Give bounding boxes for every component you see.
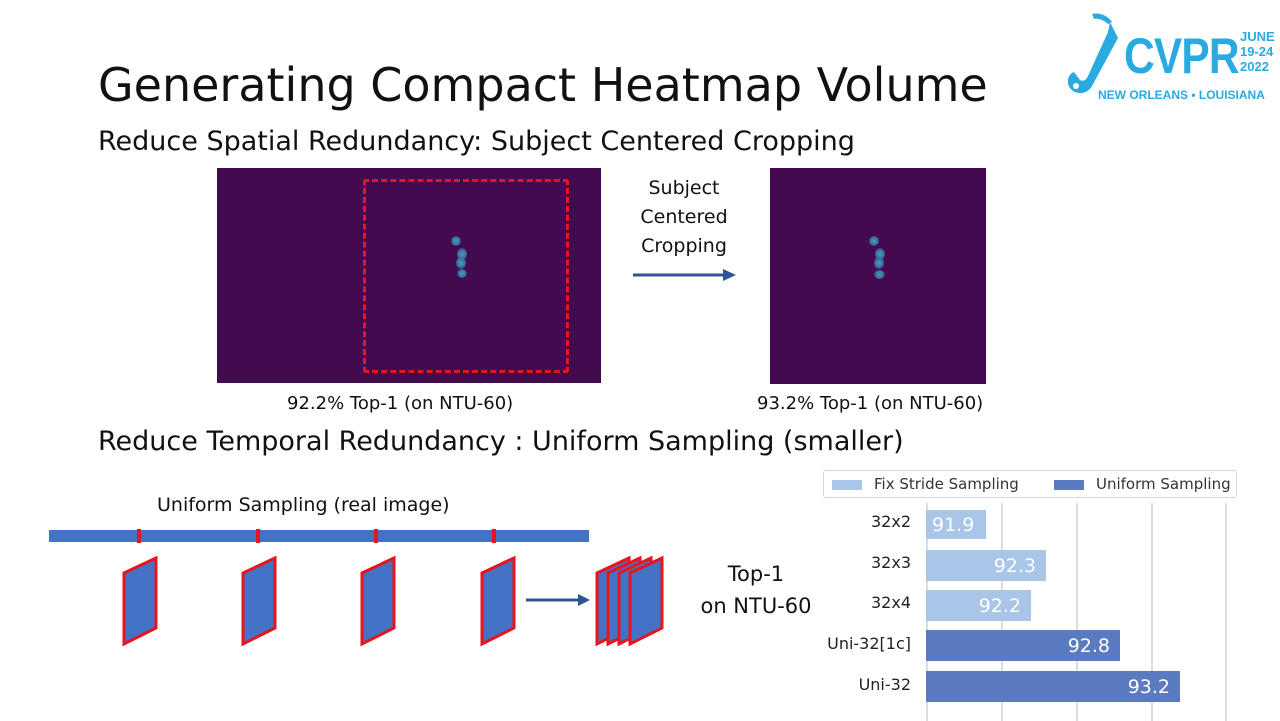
sampling-bar-chart: Fix Stride Sampling Uniform Sampling 32x… [815,465,1255,721]
joint-blob [456,257,466,269]
caption-cropped-accuracy: 93.2% Top-1 (on NTU-60) [757,393,984,414]
bar-32x4: 92.2 [926,590,1031,621]
bar-uni-32-1c: 92.8 [926,630,1120,661]
joint-blob [874,270,885,279]
y-tick-label: 32x4 [870,593,911,612]
cvpr-logo: CVPR JUNE 19-24 2022 NEW ORLEANS • LOUIS… [1062,8,1275,108]
sampled-frame [480,555,516,647]
joint-blob [875,248,885,260]
uniform-sampling-label: Uniform Sampling (real image) [157,494,450,516]
bar-value: 92.8 [1067,634,1110,657]
gridline [1076,503,1078,721]
caption-original-accuracy: 92.2% Top-1 (on NTU-60) [287,393,514,414]
crop-box [363,179,569,373]
y-tick-label: Uni-32[1c] [827,634,911,653]
y-tick-label: 32x2 [870,512,911,531]
bar-32x2: 91.9 [926,510,986,539]
logo-date-days: 19-24 [1240,44,1274,59]
bar-32x3: 92.3 [926,550,1046,581]
slide-title: Generating Compact Heatmap Volume [98,58,988,112]
gridline [1151,503,1153,721]
chart-side-label-line2: on NTU-60 [700,594,812,618]
y-tick-label: Uni-32 [858,675,911,694]
sample-tick [256,529,260,543]
sampled-frame [122,555,158,647]
chart-side-label-line1: Top-1 [727,562,785,586]
sample-tick [137,529,141,543]
joint-blob [457,248,467,260]
crop-arrow-label-line3: Cropping [641,235,727,257]
heatmap-original [217,168,601,383]
crop-arrow-label: Subject Centered Cropping [626,174,742,261]
legend-swatch-uniform [1054,480,1084,490]
spatial-heading: Reduce Spatial Redundancy: Subject Cente… [98,126,855,157]
bar-value: 92.2 [978,594,1021,617]
logo-date-year: 2022 [1240,59,1269,74]
logo-date-month: JUNE [1240,29,1275,44]
temporal-heading: Reduce Temporal Redundancy : Uniform Sam… [98,426,904,457]
stacked-frame [628,555,664,647]
chart-legend: Fix Stride Sampling Uniform Sampling [823,470,1237,498]
saxophone-icon [1067,13,1118,94]
crop-arrow-label-line1: Subject [648,177,720,199]
crop-arrow-label-line2: Centered [640,206,728,228]
joint-blob [451,236,461,246]
timeline-bar [49,530,589,542]
joint-blob [457,269,467,278]
joint-blob [869,236,879,246]
heatmap-cropped [770,168,986,384]
sampled-frame [241,555,277,647]
chart-side-label: Top-1 on NTU-60 [686,558,826,622]
bar-uni-32: 93.2 [926,671,1180,702]
bar-value: 92.3 [993,554,1036,577]
uniform-sampling-diagram [49,529,664,647]
right-arrow-icon [633,269,736,281]
legend-label-uniform: Uniform Sampling [1096,475,1231,493]
gridline [1225,503,1227,721]
sampled-frame [360,555,396,647]
y-tick-label: 32x3 [870,553,911,572]
logo-location: NEW ORLEANS • LOUISIANA [1098,88,1265,102]
cvpr-wordmark: CVPR [1124,28,1240,84]
legend-label-fix-stride: Fix Stride Sampling [874,475,1019,493]
joint-blob [874,257,884,269]
bar-value: 93.2 [1127,675,1170,698]
legend-swatch-fix-stride [832,480,862,490]
sample-tick [374,529,378,543]
sample-tick [492,529,496,543]
bar-value: 91.9 [932,513,975,536]
